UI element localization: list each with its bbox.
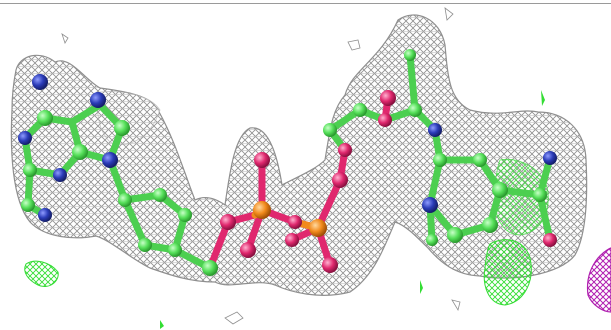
positive-difference-density bbox=[24, 90, 549, 329]
atoms bbox=[18, 49, 557, 276]
negative-difference-density bbox=[586, 247, 611, 313]
mesh-fragments bbox=[61, 7, 461, 325]
top-border-line bbox=[0, 3, 611, 4]
